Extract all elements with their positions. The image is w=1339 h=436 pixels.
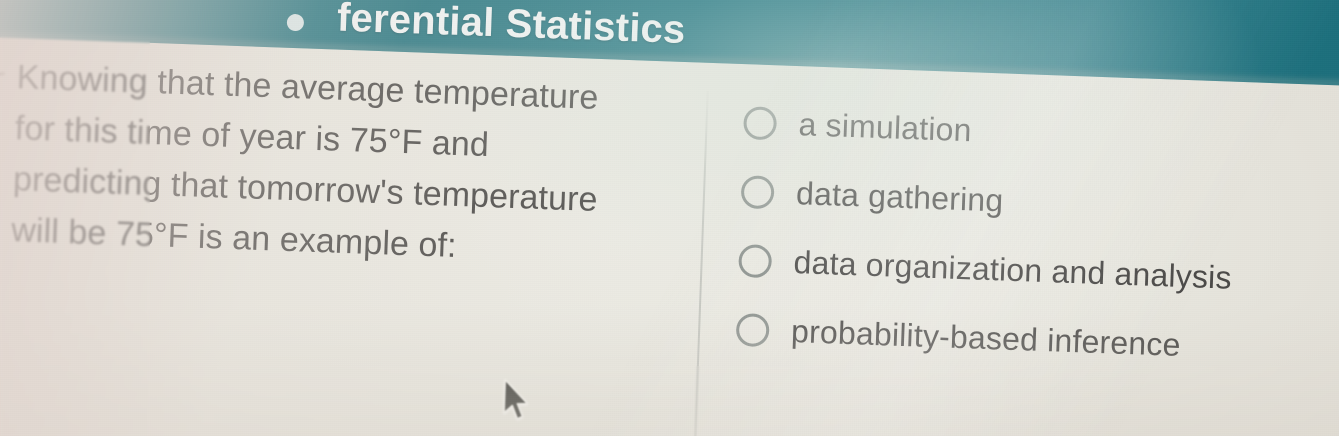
question-prompt: Knowing that the average temperature for… <box>10 58 600 265</box>
mouse-pointer-icon <box>503 378 529 420</box>
option-label: data gathering <box>795 175 1005 219</box>
option-label: probability-based inference <box>790 313 1182 363</box>
bullet-dot-icon <box>286 13 305 32</box>
radio-unchecked-icon[interactable] <box>735 313 770 348</box>
prompt-tick-mark <box>0 71 5 79</box>
option-label: a simulation <box>797 106 973 149</box>
radio-unchecked-icon[interactable] <box>738 244 773 279</box>
column-divider <box>690 90 709 436</box>
radio-unchecked-icon[interactable] <box>740 175 775 210</box>
radio-unchecked-icon[interactable] <box>743 106 778 141</box>
question-body: Knowing that the average temperature for… <box>0 36 1339 436</box>
options-list[interactable]: a simulation data gathering data organiz… <box>735 88 1339 385</box>
option-label: data organization and analysis <box>793 244 1233 296</box>
